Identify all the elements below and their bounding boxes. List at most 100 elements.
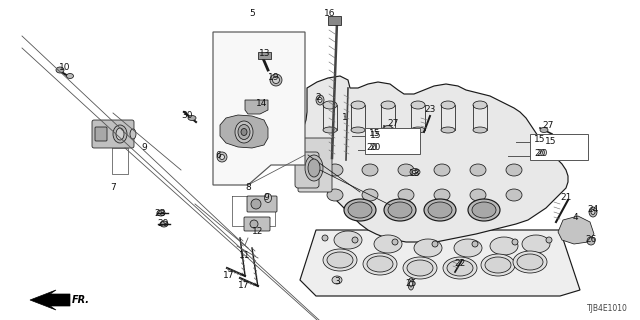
- Ellipse shape: [473, 127, 487, 133]
- Ellipse shape: [407, 260, 433, 276]
- Polygon shape: [220, 115, 268, 148]
- Ellipse shape: [332, 276, 342, 284]
- Ellipse shape: [367, 256, 393, 272]
- Ellipse shape: [264, 194, 271, 203]
- Ellipse shape: [506, 189, 522, 201]
- Ellipse shape: [351, 101, 365, 109]
- Text: 25: 25: [405, 279, 417, 289]
- Ellipse shape: [410, 169, 420, 175]
- Ellipse shape: [67, 74, 74, 78]
- Text: 11: 11: [239, 251, 251, 260]
- Ellipse shape: [403, 257, 437, 279]
- FancyBboxPatch shape: [298, 138, 332, 192]
- Ellipse shape: [468, 199, 500, 221]
- Ellipse shape: [428, 202, 452, 218]
- Ellipse shape: [481, 254, 515, 276]
- Polygon shape: [30, 290, 70, 310]
- FancyBboxPatch shape: [295, 152, 319, 188]
- Ellipse shape: [241, 129, 247, 135]
- Text: 22: 22: [454, 260, 466, 268]
- Text: 14: 14: [256, 99, 268, 108]
- Ellipse shape: [591, 210, 595, 214]
- Ellipse shape: [517, 254, 543, 270]
- Ellipse shape: [414, 239, 442, 257]
- Ellipse shape: [308, 159, 320, 177]
- Ellipse shape: [540, 127, 548, 132]
- Ellipse shape: [116, 128, 124, 140]
- Text: 28: 28: [154, 209, 166, 218]
- Ellipse shape: [513, 251, 547, 273]
- Text: 15: 15: [371, 131, 381, 140]
- Ellipse shape: [217, 152, 227, 162]
- Ellipse shape: [251, 199, 261, 209]
- Ellipse shape: [130, 129, 136, 139]
- Text: 29: 29: [157, 220, 169, 228]
- Text: 6: 6: [215, 150, 221, 159]
- Ellipse shape: [327, 252, 353, 268]
- Text: 20: 20: [536, 149, 548, 158]
- Ellipse shape: [506, 164, 522, 176]
- Ellipse shape: [454, 239, 482, 257]
- Text: 16: 16: [324, 10, 336, 19]
- Ellipse shape: [381, 101, 395, 109]
- FancyBboxPatch shape: [365, 128, 420, 154]
- Text: 5: 5: [249, 10, 255, 19]
- Circle shape: [352, 237, 358, 243]
- Ellipse shape: [443, 257, 477, 279]
- Ellipse shape: [473, 101, 487, 109]
- Ellipse shape: [344, 199, 376, 221]
- Ellipse shape: [316, 95, 324, 105]
- Ellipse shape: [250, 220, 258, 228]
- FancyBboxPatch shape: [257, 52, 271, 59]
- Text: 2: 2: [315, 93, 321, 102]
- Ellipse shape: [413, 170, 417, 174]
- Ellipse shape: [327, 164, 343, 176]
- Ellipse shape: [56, 67, 64, 73]
- Text: 7: 7: [110, 182, 116, 191]
- Text: 27: 27: [387, 118, 399, 127]
- Ellipse shape: [238, 124, 250, 140]
- Ellipse shape: [318, 98, 322, 102]
- Circle shape: [432, 241, 438, 247]
- Ellipse shape: [351, 127, 365, 133]
- Ellipse shape: [323, 127, 337, 133]
- Ellipse shape: [270, 74, 282, 86]
- Text: 4: 4: [572, 213, 578, 222]
- Text: 9: 9: [263, 194, 269, 203]
- Text: 9: 9: [141, 142, 147, 151]
- Ellipse shape: [327, 189, 343, 201]
- Circle shape: [322, 235, 328, 241]
- Ellipse shape: [441, 101, 455, 109]
- Text: 30: 30: [181, 110, 193, 119]
- Ellipse shape: [384, 125, 392, 131]
- Ellipse shape: [410, 281, 413, 287]
- Ellipse shape: [273, 76, 280, 84]
- Text: 20: 20: [369, 143, 380, 153]
- Polygon shape: [558, 216, 594, 244]
- Ellipse shape: [374, 235, 402, 253]
- Ellipse shape: [160, 221, 168, 227]
- Text: 18: 18: [409, 169, 420, 178]
- FancyBboxPatch shape: [530, 134, 588, 160]
- Ellipse shape: [441, 127, 455, 133]
- Ellipse shape: [490, 237, 518, 255]
- Text: TJB4E1010: TJB4E1010: [587, 304, 628, 313]
- Ellipse shape: [384, 199, 416, 221]
- Text: 20: 20: [534, 149, 545, 158]
- Text: 15: 15: [545, 137, 557, 146]
- Ellipse shape: [447, 260, 473, 276]
- Ellipse shape: [323, 101, 337, 109]
- Ellipse shape: [334, 231, 362, 249]
- Text: 15: 15: [369, 130, 381, 139]
- FancyBboxPatch shape: [247, 196, 277, 212]
- Ellipse shape: [470, 164, 486, 176]
- Circle shape: [472, 241, 478, 247]
- Ellipse shape: [388, 202, 412, 218]
- Text: 13: 13: [259, 50, 271, 59]
- Ellipse shape: [587, 237, 595, 245]
- Ellipse shape: [362, 189, 378, 201]
- Text: 24: 24: [588, 205, 598, 214]
- Text: 1: 1: [342, 114, 348, 123]
- Text: 10: 10: [60, 62, 71, 71]
- Ellipse shape: [363, 253, 397, 275]
